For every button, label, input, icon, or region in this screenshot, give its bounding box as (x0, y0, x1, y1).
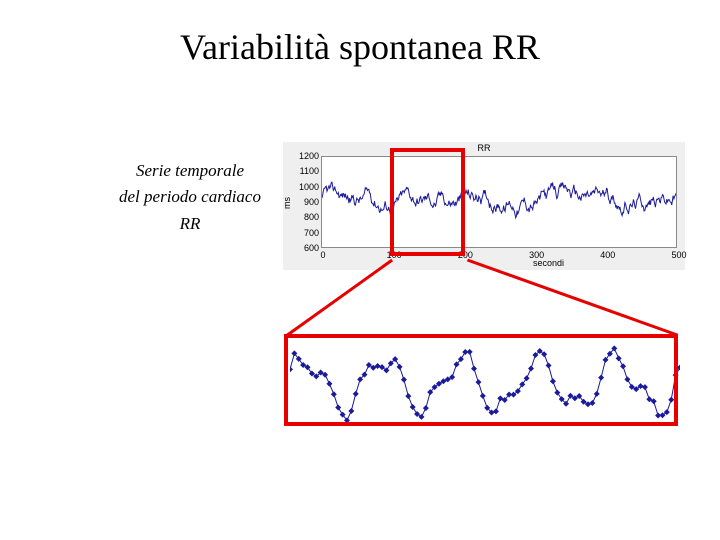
top-chart-plot-area (321, 156, 677, 248)
bottom-chart-marker (418, 414, 424, 420)
bottom-chart-marker (668, 397, 674, 403)
caption: Serie temporale del periodo cardiaco RR (100, 158, 280, 237)
bottom-chart-marker (616, 355, 622, 361)
bottom-chart-plot-area (290, 340, 680, 428)
top-chart-ylabel: ms (282, 197, 292, 209)
top-chart-ytick: 800 (293, 212, 319, 222)
bottom-chart-marker (326, 381, 332, 387)
top-chart-ytick: 1100 (293, 166, 319, 176)
top-chart-xtick: 400 (596, 250, 620, 260)
bottom-chart-svg (290, 340, 680, 428)
bottom-chart-marker (397, 364, 403, 370)
bottom-chart-marker (493, 408, 499, 414)
bottom-chart-marker (335, 404, 341, 410)
top-chart-panel: RR ms 600700800900100011001200 010020030… (283, 142, 685, 270)
bottom-chart-marker (594, 391, 600, 397)
caption-line-1: Serie temporale (100, 158, 280, 184)
top-chart-xtick: 500 (667, 250, 691, 260)
bottom-chart-marker (624, 376, 630, 382)
top-chart-ytick: 1200 (293, 151, 319, 161)
bottom-chart-marker (546, 362, 552, 368)
caption-line-2: del periodo cardiaco (100, 184, 280, 210)
bottom-chart-marker (550, 378, 556, 384)
bottom-chart-marker (642, 384, 648, 390)
bottom-chart-marker (480, 393, 486, 399)
bottom-chart-marker (519, 381, 525, 387)
connector-left (286, 260, 392, 336)
top-chart-ytick: 700 (293, 228, 319, 238)
bottom-chart-marker (414, 411, 420, 417)
connector-right (467, 260, 680, 336)
page-title: Variabilità spontanea RR (0, 26, 720, 68)
bottom-chart-marker (598, 375, 604, 381)
bottom-chart-panel (284, 334, 686, 434)
top-chart-xtick: 200 (453, 250, 477, 260)
bottom-chart-marker (331, 391, 337, 397)
top-chart-xlabel: secondi (533, 258, 564, 268)
bottom-chart-marker (471, 366, 477, 372)
bottom-chart-series (290, 348, 680, 420)
bottom-chart-marker (353, 391, 359, 397)
bottom-chart-marker (673, 372, 679, 378)
bottom-chart-marker (467, 349, 473, 355)
connector-lines (0, 0, 720, 540)
top-chart-series (322, 182, 676, 218)
bottom-chart-marker (423, 405, 429, 411)
bottom-chart-marker (475, 379, 481, 385)
top-chart-ytick: 900 (293, 197, 319, 207)
top-chart-svg (322, 157, 676, 247)
bottom-chart-marker (290, 366, 293, 372)
top-chart-title: RR (283, 143, 685, 153)
bottom-chart-marker (405, 393, 411, 399)
bottom-chart-marker (638, 383, 644, 389)
top-chart-xtick: 100 (382, 250, 406, 260)
bottom-chart-marker (554, 390, 560, 396)
bottom-chart-marker (401, 377, 407, 383)
caption-line-3: RR (100, 211, 280, 237)
bottom-chart-marker (528, 365, 534, 371)
bottom-chart-marker (589, 400, 595, 406)
bottom-chart-markers (290, 345, 680, 423)
bottom-chart-marker (410, 404, 416, 410)
bottom-chart-marker (620, 363, 626, 369)
top-chart-ytick: 1000 (293, 182, 319, 192)
bottom-chart-marker (348, 408, 354, 414)
top-chart-xtick: 0 (311, 250, 335, 260)
